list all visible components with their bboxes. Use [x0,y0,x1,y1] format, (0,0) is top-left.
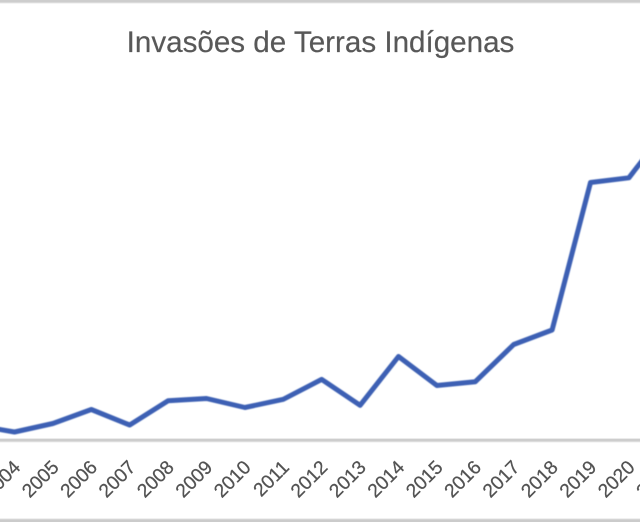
svg-text:2011: 2011 [250,457,294,501]
svg-text:2008: 2008 [134,457,179,502]
svg-text:2016: 2016 [441,457,486,502]
svg-text:2013: 2013 [326,457,371,502]
svg-text:2014: 2014 [364,457,409,502]
svg-text:2021: 2021 [633,457,640,502]
svg-text:2006: 2006 [57,457,102,502]
svg-text:2012: 2012 [287,457,332,502]
svg-text:2017: 2017 [479,457,524,502]
svg-text:2009: 2009 [172,457,217,502]
svg-text:2018: 2018 [518,457,563,502]
svg-text:Invasões de Terras Indígenas: Invasões de Terras Indígenas [127,26,515,59]
svg-text:2005: 2005 [18,457,63,502]
svg-text:2019: 2019 [556,457,601,502]
svg-text:2020: 2020 [594,457,639,502]
svg-text:2004: 2004 [0,457,25,502]
svg-text:2007: 2007 [95,457,140,502]
svg-text:2010: 2010 [210,457,255,502]
svg-text:2015: 2015 [402,457,447,502]
